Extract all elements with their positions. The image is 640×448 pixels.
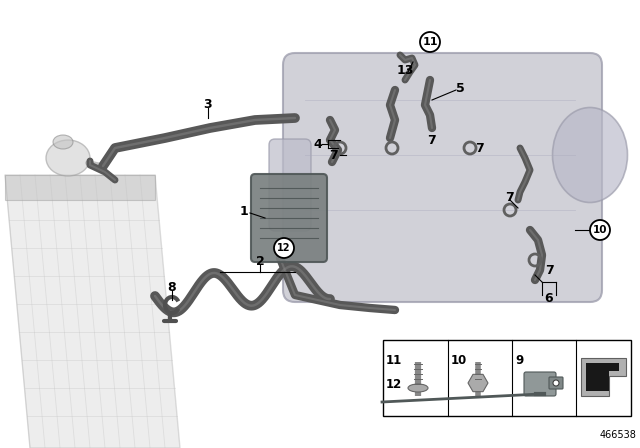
Text: 7: 7 xyxy=(330,148,339,161)
Text: 9: 9 xyxy=(515,354,524,367)
Text: 7: 7 xyxy=(506,190,515,203)
FancyBboxPatch shape xyxy=(383,340,631,416)
Text: 11: 11 xyxy=(422,37,438,47)
Text: 13: 13 xyxy=(396,64,413,77)
Ellipse shape xyxy=(53,135,73,149)
Circle shape xyxy=(590,220,610,240)
Text: 10: 10 xyxy=(451,354,467,367)
Polygon shape xyxy=(586,363,619,391)
Polygon shape xyxy=(581,358,626,396)
Text: 3: 3 xyxy=(204,98,212,111)
Text: 466538: 466538 xyxy=(599,430,636,440)
FancyBboxPatch shape xyxy=(283,53,602,302)
FancyBboxPatch shape xyxy=(251,174,327,262)
Text: 11: 11 xyxy=(386,354,403,367)
Circle shape xyxy=(420,32,440,52)
Text: 8: 8 xyxy=(168,280,176,293)
FancyBboxPatch shape xyxy=(269,139,311,231)
Text: 4: 4 xyxy=(314,138,323,151)
Text: 5: 5 xyxy=(456,82,465,95)
Polygon shape xyxy=(5,175,155,200)
Text: 7: 7 xyxy=(428,134,436,146)
Text: 1: 1 xyxy=(239,204,248,217)
Text: 10: 10 xyxy=(593,225,607,235)
Circle shape xyxy=(553,380,559,386)
Ellipse shape xyxy=(408,384,428,392)
Text: 7: 7 xyxy=(476,142,484,155)
Polygon shape xyxy=(5,175,180,448)
Text: 2: 2 xyxy=(255,254,264,267)
FancyBboxPatch shape xyxy=(524,372,556,396)
Circle shape xyxy=(274,238,294,258)
Text: 7: 7 xyxy=(545,263,554,276)
Text: 6: 6 xyxy=(545,292,554,305)
FancyBboxPatch shape xyxy=(549,377,563,389)
Text: 12: 12 xyxy=(277,243,291,253)
Ellipse shape xyxy=(46,140,90,176)
Ellipse shape xyxy=(552,108,627,202)
Text: 12: 12 xyxy=(386,378,403,391)
